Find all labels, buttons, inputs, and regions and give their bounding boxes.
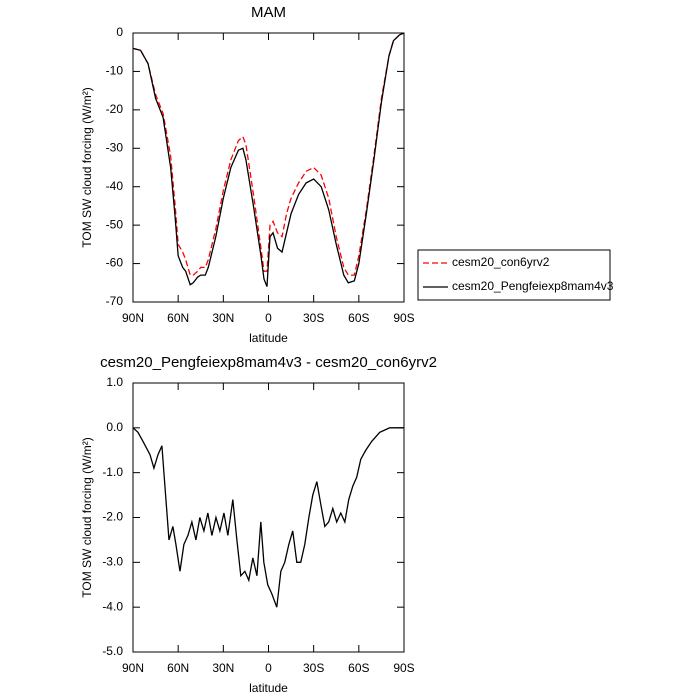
x-tick-label: 90N: [122, 311, 144, 325]
chart-title: cesm20_Pengfeiexp8mam4v3 - cesm20_con6yr…: [100, 354, 437, 371]
y-tick-label: -30: [106, 140, 124, 154]
legend-box: [417, 249, 611, 301]
plot-frame: [132, 32, 405, 303]
x-tick-label: 0: [265, 311, 272, 325]
plot-frame: [132, 382, 405, 653]
y-tick-label: -3.0: [102, 555, 123, 569]
y-tick-label: 1.0: [106, 375, 123, 389]
y-tick-label: 0.0: [106, 420, 123, 434]
x-tick-label: 30S: [303, 661, 324, 675]
y-tick-label: -70: [106, 294, 124, 308]
y-axis-label: TOM SW cloud forcing (W/m²): [80, 437, 94, 597]
y-tick-label: -4.0: [102, 599, 123, 613]
y-tick-label: -1.0: [102, 465, 123, 479]
x-tick-label: 30S: [303, 311, 324, 325]
y-tick-label: -50: [106, 217, 124, 231]
y-tick-label: -10: [106, 64, 124, 78]
data-line: [132, 32, 405, 287]
x-tick-label: 60N: [167, 311, 189, 325]
y-tick-label: -2.0: [102, 510, 123, 524]
y-tick-label: 0: [116, 25, 123, 39]
legend-label: cesm20_Pengfeiexp8mam4v3: [452, 279, 614, 293]
x-tick-label: 0: [265, 661, 272, 675]
x-tick-label: 60S: [348, 661, 369, 675]
data-line: [132, 32, 405, 276]
x-axis-label: latitude: [249, 331, 288, 345]
y-tick-label: -60: [106, 256, 124, 270]
y-tick-label: -40: [106, 179, 124, 193]
x-tick-label: 60N: [167, 661, 189, 675]
y-tick-label: -5.0: [102, 644, 123, 658]
legend-label: cesm20_con6yrv2: [452, 255, 550, 269]
y-axis-label: TOM SW cloud forcing (W/m²): [80, 87, 94, 247]
x-axis-label: latitude: [249, 681, 288, 695]
x-tick-label: 90S: [393, 661, 414, 675]
x-tick-label: 30N: [212, 661, 234, 675]
x-tick-label: 90N: [122, 661, 144, 675]
data-line: [132, 427, 404, 608]
chart-title: MAM: [251, 4, 286, 21]
x-tick-label: 30N: [212, 311, 234, 325]
y-tick-label: -20: [106, 102, 124, 116]
x-tick-label: 90S: [393, 311, 414, 325]
x-tick-label: 60S: [348, 311, 369, 325]
